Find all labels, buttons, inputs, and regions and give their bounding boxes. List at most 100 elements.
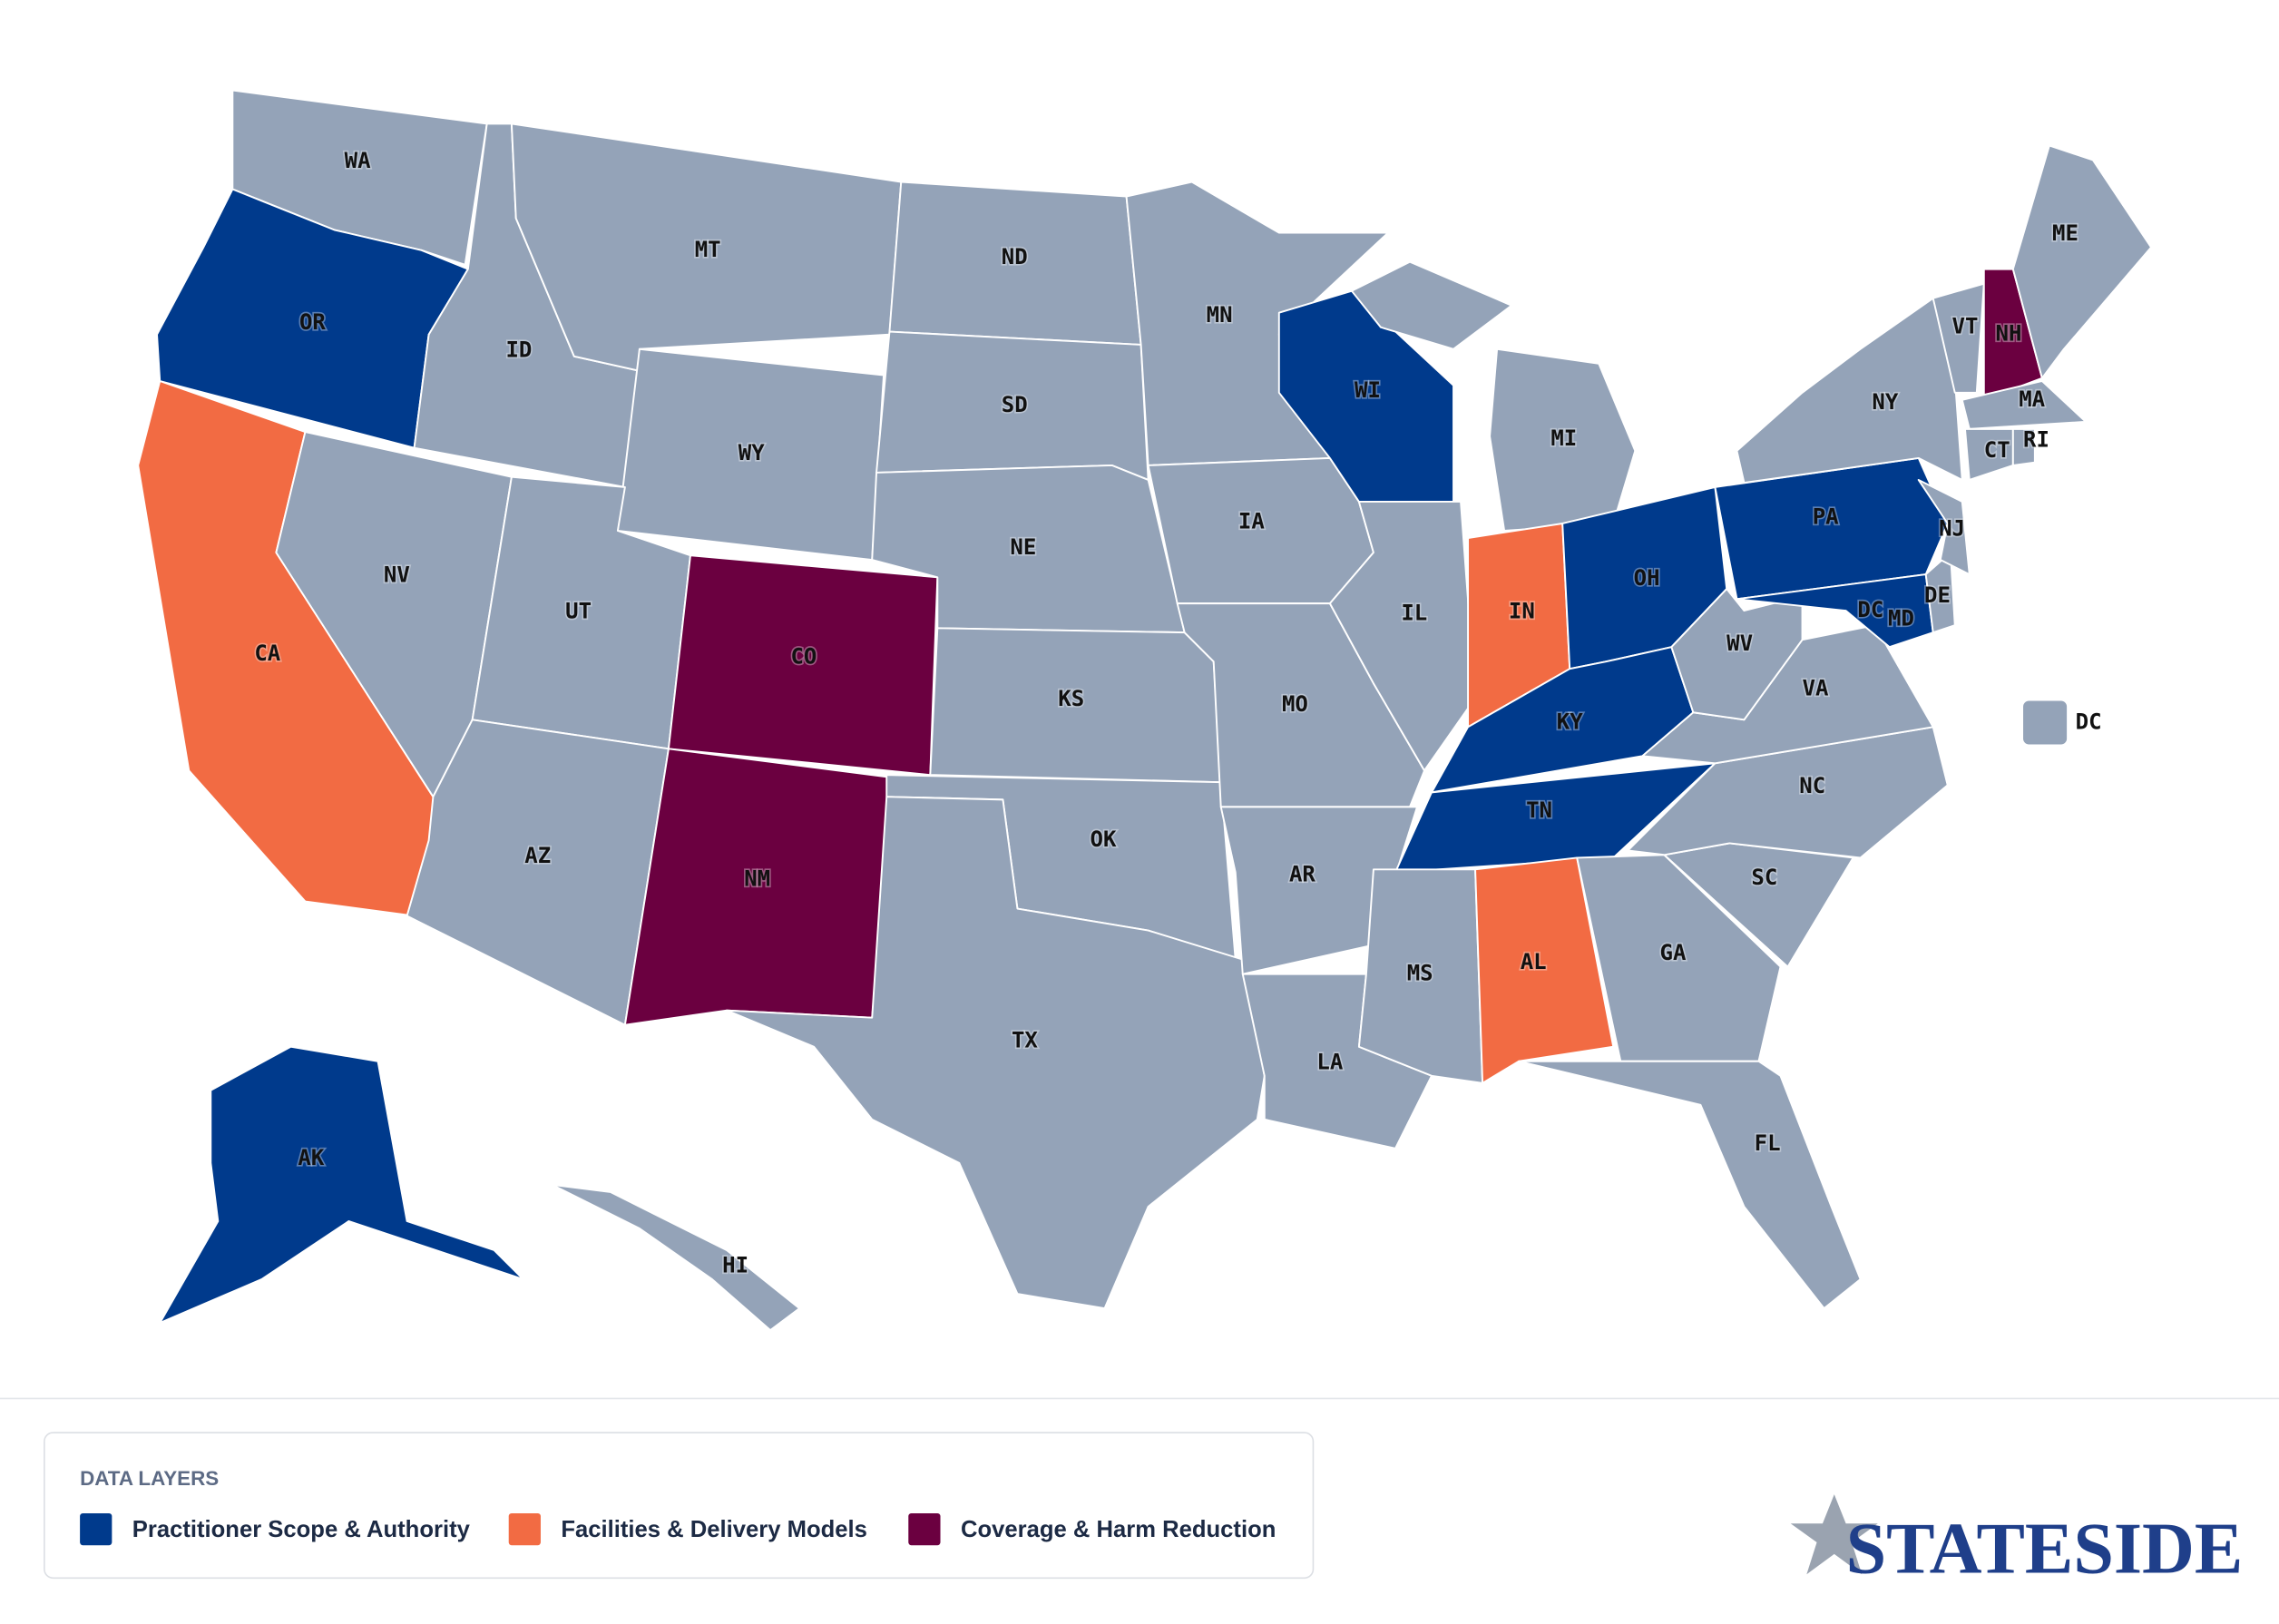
state-shape[interactable] [2011,427,2036,466]
state-label: GA [1659,940,1686,965]
state[interactable] [1670,588,1804,721]
state-label: MD [1888,606,1914,631]
legend-label: Facilities & Delivery Models [561,1517,867,1542]
state-label: KY [1557,709,1583,734]
state-label: SD [1002,392,1028,417]
us-map [137,89,2152,1332]
state[interactable] [1932,282,1985,394]
state-label: CA [254,641,280,666]
logo: STATESIDE [1846,1510,2244,1590]
state-label: IA [1238,508,1265,533]
state-label: AL [1521,949,1547,974]
legend: Practitioner Scope & Authority Facilities… [80,1512,1276,1546]
state[interactable] [1328,501,1477,772]
state-label: AK [298,1145,324,1170]
state-shape[interactable] [1736,297,1963,484]
logo-star [1790,1494,1878,1575]
state-label: TX [1012,1027,1038,1052]
legend-title: DATA LAYERS [80,1467,219,1490]
dc-box[interactable] [2023,700,2068,745]
state-shape[interactable] [1219,806,1418,975]
state-shape[interactable] [551,1183,801,1332]
state-shape[interactable] [726,796,1266,1310]
state-label: CT [1984,437,2010,463]
state-shape[interactable] [159,1045,524,1325]
state-label: OR [299,309,326,335]
state-label: VT [1951,314,1978,339]
state-label: ID [505,337,532,362]
state-label: OH [1634,565,1660,591]
state-shape[interactable] [1670,588,1804,721]
state-label: KS [1058,686,1084,711]
state[interactable] [1736,297,1963,484]
state-label: NM [744,866,770,891]
state[interactable] [2011,427,2036,466]
state[interactable] [159,1045,524,1325]
state-label: UT [565,599,592,624]
state-label: NC [1799,773,1825,798]
state-label: CO [790,643,817,669]
state-label: MI [1550,426,1577,451]
state-shape[interactable] [1518,1060,1862,1310]
state-shape[interactable] [1328,501,1477,772]
state[interactable] [1917,478,1971,576]
state-label: MS [1407,961,1433,986]
state-label: MA [2019,386,2045,412]
state[interactable] [726,796,1266,1310]
state-shape[interactable] [2011,144,2152,379]
state-label: DE [1924,582,1951,608]
state-label: MN [1207,302,1233,328]
legend-swatch [80,1512,112,1546]
state[interactable] [1576,854,1782,1062]
state-shape[interactable] [1474,856,1615,1084]
state-label: HI [722,1253,748,1278]
state-label: WA [345,148,371,173]
state[interactable] [1350,260,1637,532]
state-label: RI [2023,427,2049,453]
state-label: MO [1282,691,1308,717]
state-label: TN [1526,797,1552,823]
state-label: DC [1857,597,1883,622]
state[interactable] [1961,380,2087,430]
state-shape[interactable] [1917,478,1971,576]
state-label: LA [1316,1049,1343,1074]
state-label: SC [1751,865,1777,890]
legend-label: Coverage & Harm Reduction [961,1517,1276,1542]
state-label: MT [695,237,721,262]
state-shape[interactable] [1736,573,1934,649]
state-label: NE [1010,534,1036,560]
state-label: ME [2052,220,2078,246]
state[interactable] [1518,1060,1862,1310]
state-label: NY [1872,389,1898,415]
state-label: OK [1090,827,1116,852]
state-shape[interactable] [1576,854,1782,1062]
state-label: WV [1726,631,1753,656]
state-label: ND [1002,244,1028,269]
state-label: IN [1509,599,1535,624]
state-label: AR [1289,862,1316,887]
state-shape[interactable] [1932,282,1985,394]
state[interactable] [1474,856,1615,1084]
state-label: VA [1802,676,1828,701]
legend-box [44,1432,1315,1580]
legend-swatch [908,1512,941,1546]
state[interactable] [2011,144,2152,379]
legend-label: Practitioner Scope & Authority [132,1517,471,1542]
state-labels: WA OR CA ID NV MT WY UT AZ CO NM ND SD NE KS OK TX MN IA MO… [253,146,2080,1279]
state[interactable] [551,1183,801,1332]
state-label: FL [1755,1130,1781,1156]
state-label: WY [738,440,765,465]
state[interactable] [1736,573,1934,649]
state-label: IL [1401,600,1427,625]
state-label: NJ [1939,515,1965,541]
state-shape[interactable] [1961,380,2087,430]
dc-label: DC [2076,709,2102,734]
state-shape[interactable] [1350,260,1513,350]
state-label: AZ [524,843,551,868]
state-label: NV [384,563,410,588]
legend-swatch [508,1512,541,1546]
state-label: WI [1355,377,1381,403]
state[interactable] [1219,806,1418,975]
state-label: NH [1996,321,2022,347]
